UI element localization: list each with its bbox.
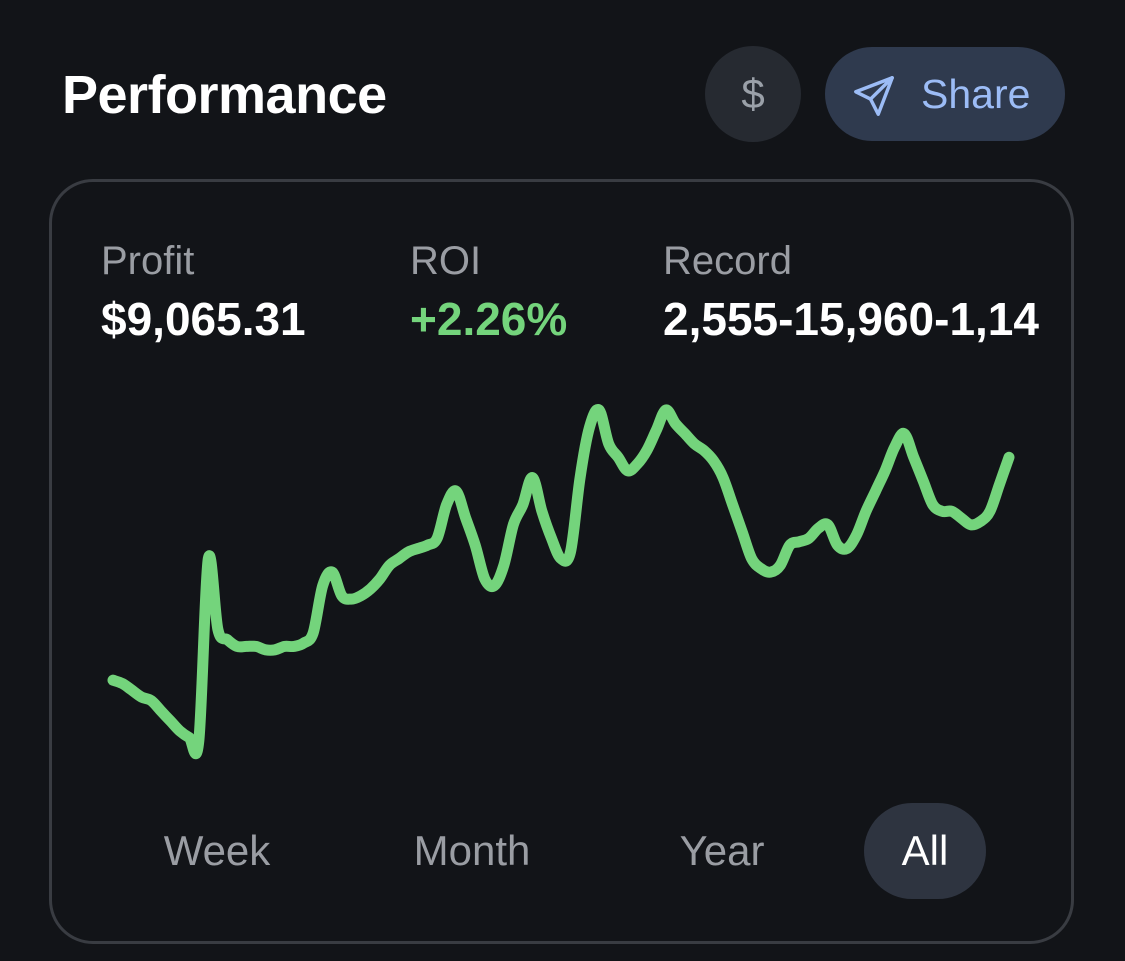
roi-value: +2.26% bbox=[410, 293, 568, 345]
tab-month[interactable]: Month bbox=[413, 827, 531, 874]
record-label: Record bbox=[663, 239, 792, 283]
tab-year[interactable]: Year bbox=[679, 827, 765, 874]
roi-label: ROI bbox=[410, 239, 482, 283]
page-title: Performance bbox=[62, 65, 387, 125]
currency-label: $ bbox=[741, 70, 765, 117]
tab-week[interactable]: Week bbox=[163, 827, 271, 874]
send-icon bbox=[854, 76, 894, 116]
share-button[interactable]: Share bbox=[825, 47, 1065, 141]
performance-card: Profit $9,065.31 ROI +2.26% Record 2,555… bbox=[49, 179, 1074, 944]
profit-label: Profit bbox=[101, 239, 195, 283]
currency-button[interactable]: $ bbox=[705, 46, 801, 142]
share-label: Share bbox=[921, 71, 1031, 117]
performance-line bbox=[107, 403, 1015, 760]
record-value: 2,555-15,960-1,14 bbox=[663, 293, 1039, 345]
profit-stat: Profit $9,065.31 bbox=[101, 237, 306, 345]
record-stat: Record 2,555-15,960-1,14 bbox=[663, 237, 1039, 345]
roi-stat: ROI +2.26% bbox=[410, 237, 567, 345]
profit-value: $9,065.31 bbox=[101, 293, 306, 345]
range-tabs: Week Month Year All bbox=[52, 803, 1071, 899]
performance-chart bbox=[107, 403, 1015, 760]
tab-all[interactable]: All bbox=[864, 803, 986, 899]
